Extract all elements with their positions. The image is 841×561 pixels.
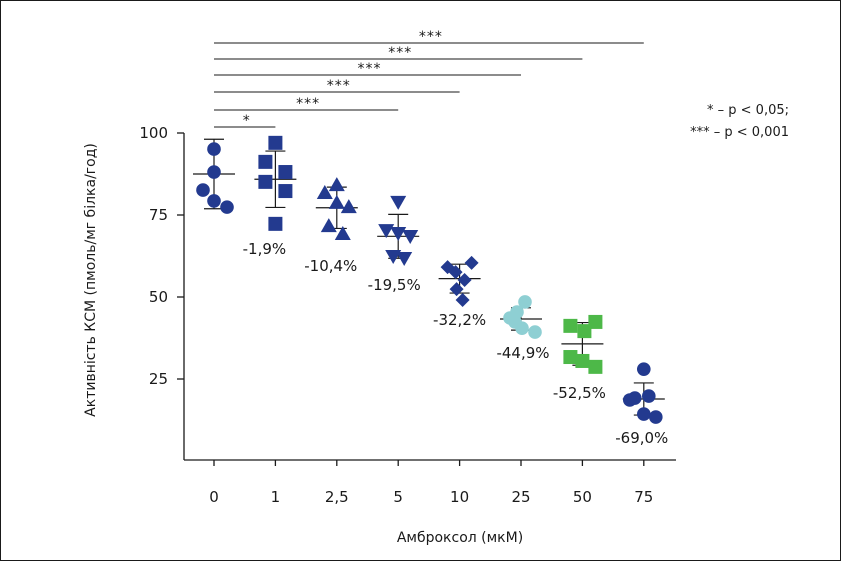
data-point-diamond	[464, 255, 479, 270]
x-tick-label: 1	[271, 488, 281, 506]
data-point-square	[563, 318, 578, 333]
data-point-triangle-up	[334, 226, 351, 241]
percent-change-label: -69,0%	[615, 429, 668, 447]
data-point-square	[258, 154, 273, 169]
data-point-circle	[518, 295, 532, 309]
data-point-circle	[207, 142, 221, 156]
significance-stars: ***	[358, 61, 382, 77]
data-point-square	[278, 165, 293, 180]
data-point-square	[577, 324, 592, 339]
data-point-circle	[637, 362, 651, 376]
percent-change-label: -19,5%	[368, 276, 421, 294]
legend-entry-single-star: * – p < 0,05;	[707, 103, 789, 118]
data-point-square	[563, 350, 578, 365]
data-point-triangle-down	[390, 195, 407, 210]
data-point-square	[588, 359, 603, 374]
data-point-diamond	[448, 265, 463, 280]
x-tick-label: 2,5	[325, 488, 349, 506]
data-point-diamond	[455, 292, 470, 307]
data-point-square	[268, 135, 283, 150]
y-tick-label: 75	[149, 206, 168, 224]
significance-brackets: ****************	[214, 29, 644, 129]
y-tick-label: 25	[149, 370, 168, 388]
data-point-square	[278, 184, 293, 199]
data-point-triangle-down	[378, 224, 395, 239]
data-point-circle	[623, 393, 637, 407]
percent-change-label: -52,5%	[553, 384, 606, 402]
data-point-square	[258, 174, 273, 189]
data-point-triangle-up	[328, 177, 345, 192]
legend-entry-triple-star: *** – p < 0,001	[690, 125, 789, 140]
y-tick-label: 50	[149, 288, 168, 306]
data-point-triangle-down	[396, 251, 413, 266]
data-point-triangle-up	[316, 185, 333, 200]
data-point-circle	[207, 194, 221, 208]
significance-stars: ***	[296, 96, 320, 112]
data-point-circle	[196, 183, 210, 197]
percent-change-label: -1,9%	[243, 240, 287, 258]
x-tick-label: 10	[450, 488, 469, 506]
y-tick-label: 100	[139, 124, 168, 142]
x-axis-title: Амброксол (мкМ)	[397, 530, 523, 546]
data-point-circle	[528, 325, 542, 339]
x-tick-label: 50	[573, 488, 592, 506]
data-point-triangle-down	[390, 227, 407, 242]
significance-stars: ***	[327, 78, 351, 94]
data-point-circle	[220, 200, 234, 214]
percent-change-label: -10,4%	[304, 257, 357, 275]
percent-change-label: -44,9%	[496, 344, 549, 362]
data-points	[196, 135, 663, 424]
data-point-circle	[642, 389, 656, 403]
x-tick-label: 0	[209, 488, 219, 506]
data-point-square	[575, 353, 590, 368]
x-tick-label: 75	[634, 488, 653, 506]
axes: 25 50 75 100 0 1 2,5 5 10 25 50 75	[139, 124, 676, 506]
data-point-triangle-down	[402, 229, 419, 244]
significance-stars: ***	[388, 45, 412, 61]
x-tick-label: 5	[393, 488, 403, 506]
data-point-circle	[515, 321, 529, 335]
significance-stars: ***	[419, 29, 443, 45]
percent-change-label: -32,2%	[433, 311, 486, 329]
change-labels: -1,9% -10,4% -19,5% -32,2% -44,9% -52,5% -69,0…	[243, 240, 669, 447]
data-point-circle	[637, 407, 651, 421]
y-axis-title: Активність КСМ (пмоль/мг білка/год)	[83, 143, 99, 417]
data-point-square	[268, 216, 283, 231]
data-point-circle	[649, 410, 663, 424]
data-point-triangle-up	[320, 218, 337, 233]
data-point-diamond	[457, 272, 472, 287]
data-point-circle	[207, 165, 221, 179]
significance-stars: *	[243, 113, 251, 129]
x-tick-label: 25	[511, 488, 530, 506]
data-point-triangle-up	[340, 199, 357, 214]
data-point-triangle-up	[328, 194, 345, 209]
data-point-square	[588, 314, 603, 329]
data-point-diamond	[449, 282, 464, 297]
